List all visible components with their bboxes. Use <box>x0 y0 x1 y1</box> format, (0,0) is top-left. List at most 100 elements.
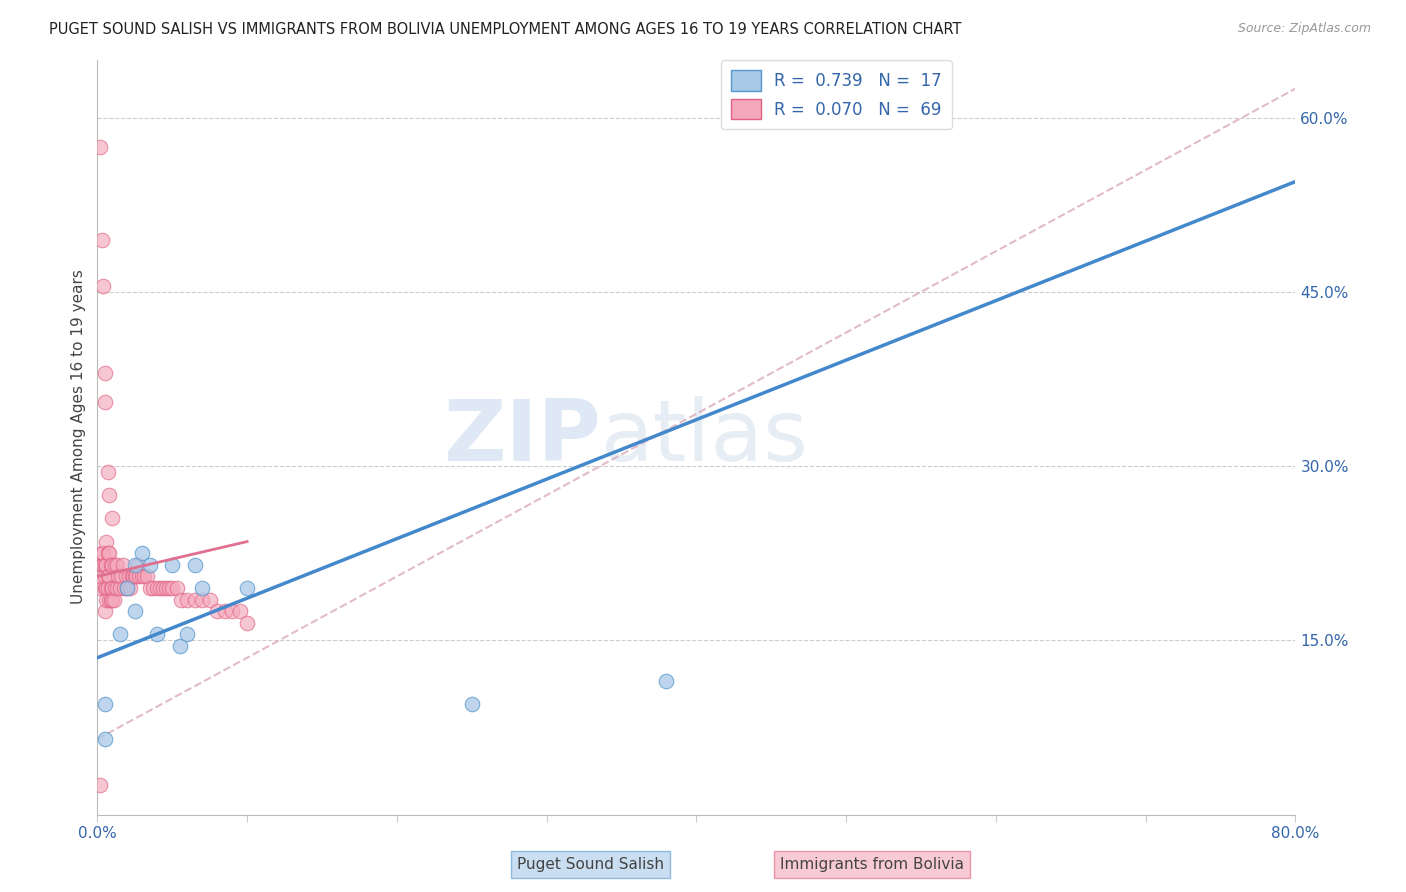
Point <box>89 139 111 153</box>
Point <box>183 558 205 572</box>
Point <box>124 569 146 583</box>
Point <box>90 233 112 247</box>
Point <box>139 558 162 572</box>
Point <box>107 569 129 583</box>
Point <box>93 546 115 560</box>
Point <box>98 569 121 583</box>
Point <box>176 627 198 641</box>
Point <box>135 569 157 583</box>
Point <box>105 581 128 595</box>
Point <box>94 569 117 583</box>
Point <box>152 581 174 595</box>
Point <box>149 581 172 595</box>
Point <box>124 604 146 618</box>
Point <box>120 581 142 595</box>
Point <box>191 581 214 595</box>
Y-axis label: Unemployment Among Ages 16 to 19 years: Unemployment Among Ages 16 to 19 years <box>72 269 86 605</box>
Point <box>121 569 143 583</box>
Point <box>89 581 111 595</box>
Point <box>183 592 205 607</box>
Point <box>89 779 111 793</box>
Point <box>146 627 169 641</box>
Point <box>98 592 121 607</box>
Point <box>170 592 193 607</box>
Point <box>139 581 162 595</box>
Point <box>94 697 117 711</box>
Point <box>461 697 484 711</box>
Point <box>94 581 117 595</box>
Point <box>117 581 139 595</box>
Text: ZIP: ZIP <box>443 395 600 478</box>
Point <box>655 673 678 688</box>
Point <box>131 546 153 560</box>
Point <box>125 569 148 583</box>
Point <box>94 395 117 409</box>
Point <box>191 592 214 607</box>
Point <box>110 569 132 583</box>
Point <box>94 558 117 572</box>
Point <box>108 581 131 595</box>
Point <box>96 558 118 572</box>
Point <box>166 581 188 595</box>
Point <box>205 604 228 618</box>
Point <box>176 592 198 607</box>
Point <box>96 534 118 549</box>
Point <box>157 581 180 595</box>
Point <box>98 546 121 560</box>
Point <box>122 569 145 583</box>
Point <box>228 604 250 618</box>
Point <box>97 465 120 479</box>
Point <box>169 639 191 653</box>
Point <box>117 581 139 595</box>
Point <box>96 592 118 607</box>
Point <box>93 558 115 572</box>
Point <box>103 592 125 607</box>
Point <box>97 546 120 560</box>
Point <box>132 569 155 583</box>
Point <box>101 558 124 572</box>
Point <box>160 558 183 572</box>
Point <box>124 558 146 572</box>
Point <box>214 604 236 618</box>
Point <box>127 558 149 572</box>
Point <box>100 592 122 607</box>
Point <box>101 511 124 525</box>
Point <box>221 604 243 618</box>
Point <box>111 558 134 572</box>
Point <box>97 581 120 595</box>
Text: PUGET SOUND SALISH VS IMMIGRANTS FROM BOLIVIA UNEMPLOYMENT AMONG AGES 16 TO 19 Y: PUGET SOUND SALISH VS IMMIGRANTS FROM BO… <box>49 22 962 37</box>
Point <box>101 592 124 607</box>
Point <box>93 279 115 293</box>
Point <box>236 615 259 630</box>
Point <box>100 581 122 595</box>
Point <box>131 569 153 583</box>
Point <box>94 604 117 618</box>
Point <box>198 592 221 607</box>
Point <box>94 366 117 380</box>
Point <box>94 732 117 747</box>
Point <box>90 558 112 572</box>
Point <box>128 569 150 583</box>
Text: Immigrants from Bolivia: Immigrants from Bolivia <box>780 857 963 872</box>
Point <box>142 581 165 595</box>
Point <box>114 569 136 583</box>
Text: Source: ZipAtlas.com: Source: ZipAtlas.com <box>1237 22 1371 36</box>
Text: atlas: atlas <box>600 395 808 478</box>
Point <box>97 569 120 583</box>
Point <box>155 581 177 595</box>
Point <box>160 581 183 595</box>
Point <box>236 581 259 595</box>
Point <box>105 558 128 572</box>
Point <box>89 569 111 583</box>
Point <box>108 627 131 641</box>
Point <box>118 569 141 583</box>
Point <box>146 581 169 595</box>
Legend: R =  0.739   N =  17, R =  0.070   N =  69: R = 0.739 N = 17, R = 0.070 N = 69 <box>721 61 952 129</box>
Point <box>98 488 121 502</box>
Point <box>101 581 124 595</box>
Point <box>90 546 112 560</box>
Point <box>104 581 127 595</box>
Point <box>104 558 127 572</box>
Point <box>96 581 118 595</box>
Point <box>100 558 122 572</box>
